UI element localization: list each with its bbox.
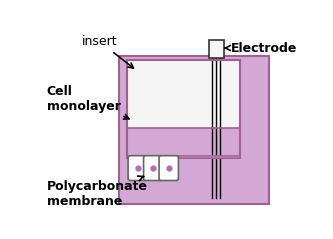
Bar (119, 56, 269, 204)
Bar (127, 128, 240, 158)
Text: Electrode: Electrode (225, 42, 298, 54)
FancyBboxPatch shape (128, 156, 148, 180)
Bar (127, 60, 240, 158)
Bar (119, 56, 269, 204)
Text: Polycarbonate
membrane: Polycarbonate membrane (47, 176, 148, 208)
Bar (127, 60, 240, 158)
FancyBboxPatch shape (144, 156, 163, 180)
FancyBboxPatch shape (159, 156, 178, 180)
Text: insert: insert (82, 35, 134, 68)
Bar (127, 156, 240, 158)
Bar (209, 40, 223, 58)
Text: Cell
monolayer: Cell monolayer (47, 85, 129, 119)
